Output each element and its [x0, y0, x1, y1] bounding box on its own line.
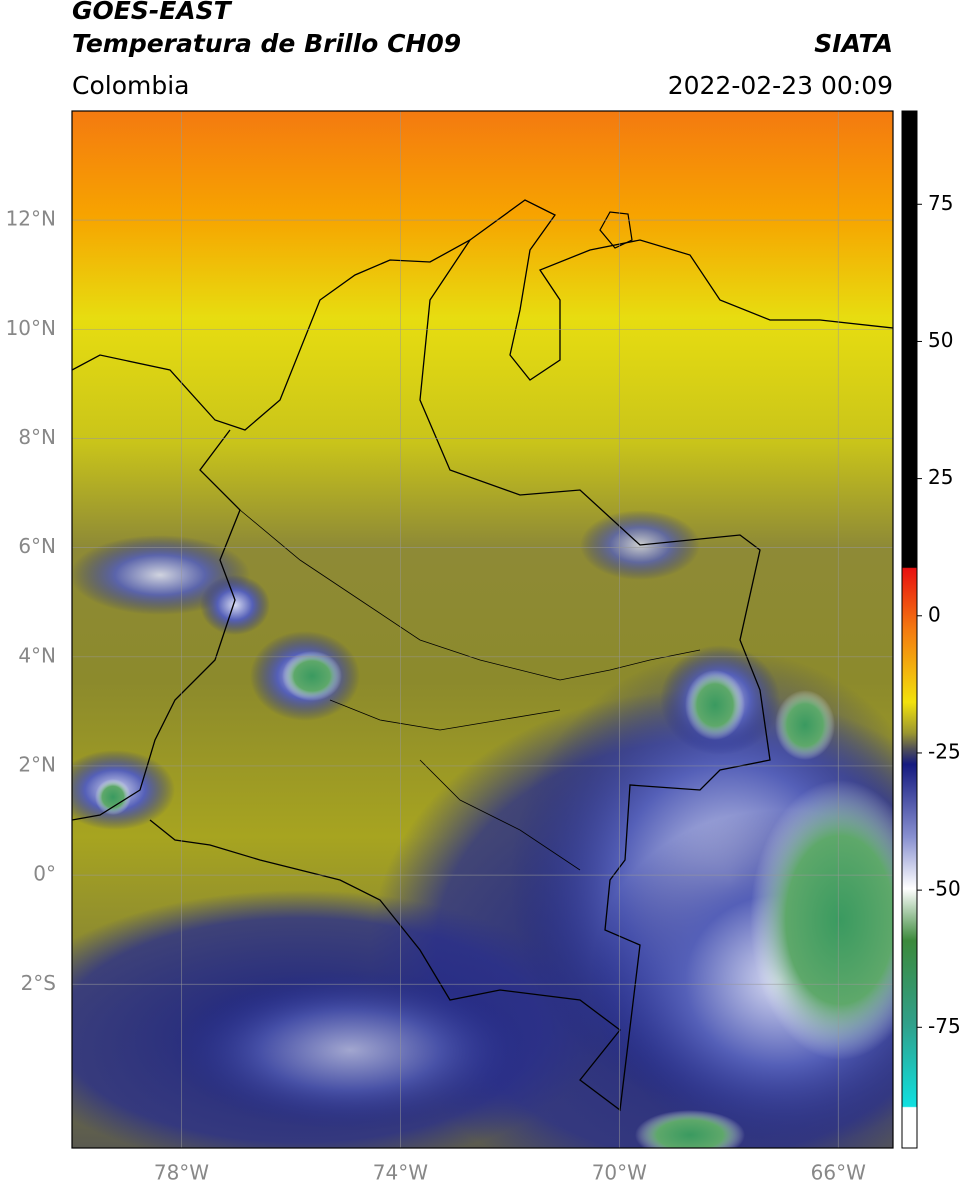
colorbar-tick-label: -25 [928, 739, 961, 763]
lat-tick-label: 10°N [6, 316, 56, 340]
lon-tick-label: 66°W [811, 1161, 866, 1185]
lat-tick-label: 2°S [21, 971, 56, 995]
colorbar [901, 110, 918, 1149]
colorbar-tick-label: 75 [928, 191, 953, 215]
lat-tick-label: 8°N [18, 425, 56, 449]
satellite-image [72, 111, 893, 1148]
colorbar-tick-label: -50 [928, 877, 961, 901]
lat-tick-label: 4°N [18, 643, 56, 667]
lon-tick-label: 70°W [592, 1161, 647, 1185]
lon-tick-label: 78°W [154, 1161, 209, 1185]
graticule [72, 111, 893, 1148]
colorbar-tick-label: 50 [928, 328, 953, 352]
colorbar-tick-label: 0 [928, 602, 941, 626]
subtitle: Temperatura de Brillo CH09 [72, 29, 461, 58]
colorbar-tick-label: 25 [928, 465, 953, 489]
source: SIATA [814, 29, 893, 58]
lat-tick-label: 6°N [18, 534, 56, 558]
timestamp: 2022-02-23 00:09 [668, 71, 893, 100]
region: Colombia [72, 71, 189, 100]
lon-tick-label: 74°W [373, 1161, 428, 1185]
title: GOES-EAST [72, 0, 233, 25]
map-frame [71, 110, 894, 1149]
colorbar-tick-label: -75 [928, 1014, 961, 1038]
lat-tick-label: 2°N [18, 752, 56, 776]
lat-tick-label: 0° [33, 862, 56, 886]
lat-tick-label: 12°N [6, 207, 56, 231]
